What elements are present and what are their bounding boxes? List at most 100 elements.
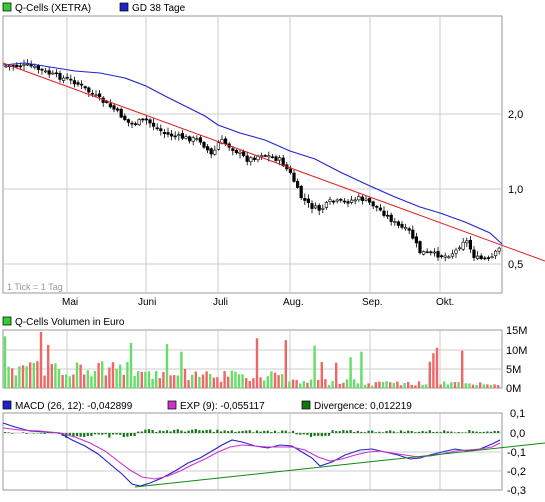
volume-bar [21,365,25,388]
volume-bar [18,366,21,388]
volume-bar [173,375,176,388]
price-candle [479,253,483,261]
price-candle [360,195,365,205]
price-horizontal-grid [3,113,502,265]
volume-bar [32,362,35,388]
price-candle [292,170,296,183]
volume-bar [378,381,381,388]
divergence-bar [237,431,241,433]
divergence-bar [255,430,259,433]
price-candle [378,203,383,212]
volume-y-tick-labels: 15M 10M 5M 0M [506,325,527,395]
volume-bar [349,357,352,388]
divergence-bar [428,430,431,433]
volume-bar [389,382,392,388]
price-candle [43,68,48,74]
price-candle [353,197,357,205]
divergence-bar [306,433,309,435]
price-candle [407,226,411,235]
volume-bar [11,368,14,388]
price-candle [83,85,87,91]
divergence-bar [133,433,136,437]
volume-bar [360,351,363,388]
divergence-bar [162,430,165,433]
volume-bar [277,375,280,388]
divergence-bar [173,429,176,433]
divergence-bar [155,431,158,433]
divergence-bar [403,431,406,433]
divergence-bar [317,433,320,436]
price-candle [371,200,375,210]
price-candle [94,90,98,97]
divergence-bar [378,431,381,433]
volume-bar [111,362,115,388]
price-candle [177,131,181,141]
divergence-bar [345,430,349,433]
price-candle [245,151,249,166]
volume-bar [331,380,334,388]
price-candle [166,127,170,138]
price-candle [475,251,480,260]
volume-bar [439,384,442,388]
divergence-bar [205,429,208,433]
volume-bar [61,374,64,388]
divergence-bars [3,429,500,438]
divergence-bar [360,431,363,433]
volume-bar [392,382,395,388]
divergence-bar [72,433,75,437]
price-candle [490,253,494,259]
volume-bar [374,382,377,388]
divergence-bar [313,433,316,436]
price-candle [443,252,447,262]
divergence-bar [223,430,226,433]
macd-y-tick-0-0: 0,0 [510,428,525,440]
price-candle [389,212,393,226]
volume-bar [3,336,7,388]
divergence-bar [248,430,251,433]
volume-bar [86,370,89,388]
price-candle [126,118,130,127]
price-candle [144,115,149,125]
price-candle [206,143,210,154]
volume-bar [216,377,219,388]
price-candle [69,74,73,85]
volume-bar [169,375,172,388]
divergence-bar [11,433,14,434]
volume-bar [327,384,331,388]
volume-bar [255,338,259,388]
divergence-bar [288,432,291,433]
price-candle [98,89,102,101]
price-candle [299,184,303,201]
price-candle [465,237,469,248]
divergence-bar [425,431,428,433]
price-plot-frame [2,15,503,294]
volume-bar [237,374,241,388]
divergence-bar [115,433,118,435]
divergence-bar [219,431,223,433]
volume-bar [295,380,298,388]
volume-bar [273,372,277,388]
price-candle [195,135,199,142]
volume-bar [39,331,43,388]
divergence-bar [389,430,392,433]
price-y-tick-0-5: 0,5 [508,259,523,271]
macd-legend-label: MACD (26, 12): -0,042899 [15,401,133,412]
divergence-bar [144,429,147,433]
divergence-bar [363,432,367,433]
price-candle [80,80,84,90]
price-candle [270,153,275,159]
price-candle [396,220,401,229]
price-candle [152,118,156,131]
volume-bar [313,345,316,388]
divergence-bar [209,429,212,433]
divergence-bar [475,431,478,433]
volume-bar [248,381,251,388]
price-candle [454,247,458,258]
price-candle [436,246,440,261]
divergence-bar [245,430,248,433]
price-candle [411,225,415,240]
price-legend-label-1: Q-Cells (XETRA) [15,3,91,14]
volume-bar [468,383,471,388]
price-candle [134,121,138,127]
x-tick-juni: Juni [138,297,156,308]
